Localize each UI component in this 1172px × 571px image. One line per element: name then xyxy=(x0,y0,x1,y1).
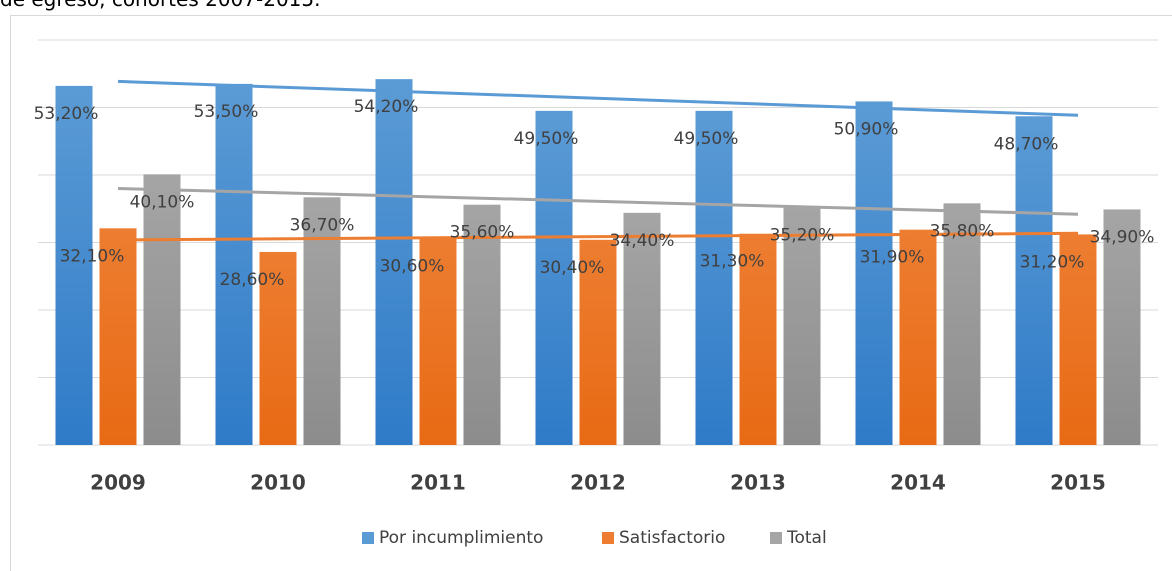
bar xyxy=(375,79,413,446)
data-label: 49,50% xyxy=(674,129,739,149)
bar xyxy=(1059,234,1097,445)
bar xyxy=(535,110,573,445)
bar xyxy=(215,83,253,445)
trendline xyxy=(117,231,1079,242)
x-tick-label: 2013 xyxy=(730,471,786,495)
chart-frame xyxy=(10,15,1172,571)
bar xyxy=(899,229,937,445)
bar xyxy=(783,207,821,445)
data-label: 31,20% xyxy=(1020,252,1085,272)
x-tick-label: 2010 xyxy=(250,471,306,495)
legend-label: Satisfactorio xyxy=(619,528,725,548)
data-label: 35,80% xyxy=(930,221,995,241)
data-label: 49,50% xyxy=(514,129,579,149)
data-label: 35,20% xyxy=(770,225,835,245)
legend-swatch xyxy=(602,532,614,544)
bar xyxy=(1103,209,1141,445)
caption: de egreso, cohortes 2007-2015. xyxy=(0,0,320,11)
x-tick-label: 2015 xyxy=(1050,471,1106,495)
bar xyxy=(259,251,297,445)
bar xyxy=(1015,116,1053,446)
bar xyxy=(943,203,981,445)
trendline xyxy=(117,79,1079,117)
x-tick-label: 2009 xyxy=(90,471,146,495)
data-label: 30,60% xyxy=(380,256,445,276)
bar xyxy=(419,238,457,445)
data-label: 32,10% xyxy=(60,246,125,266)
bar xyxy=(55,85,93,446)
bar xyxy=(739,233,777,445)
bar xyxy=(143,174,181,445)
legend-label: Total xyxy=(786,528,827,548)
data-label: 31,90% xyxy=(860,248,925,268)
data-label: 40,10% xyxy=(130,192,195,212)
bar xyxy=(695,110,733,445)
x-tick-label: 2011 xyxy=(410,471,466,495)
data-label: 50,90% xyxy=(834,119,899,139)
data-label: 30,40% xyxy=(540,258,605,278)
data-label: 28,60% xyxy=(220,270,285,290)
data-label: 31,30% xyxy=(700,252,765,272)
bar xyxy=(855,101,893,446)
data-label: 34,40% xyxy=(610,231,675,251)
bar xyxy=(99,228,137,445)
x-tick-label: 2012 xyxy=(570,471,626,495)
bar xyxy=(579,239,617,445)
data-label: 53,50% xyxy=(194,102,259,122)
bar xyxy=(463,204,501,445)
data-label: 48,70% xyxy=(994,134,1059,154)
data-label: 35,60% xyxy=(450,223,515,243)
x-tick-label: 2014 xyxy=(890,471,946,495)
legend-swatch xyxy=(362,532,374,544)
trendline xyxy=(117,186,1079,216)
legend-label: Por incumplimiento xyxy=(379,528,543,548)
data-label: 54,20% xyxy=(354,97,419,117)
bar xyxy=(623,212,661,445)
data-label: 34,90% xyxy=(1090,227,1155,247)
legend-swatch xyxy=(770,532,782,544)
data-label: 36,70% xyxy=(290,215,355,235)
data-label: 53,20% xyxy=(34,104,99,124)
